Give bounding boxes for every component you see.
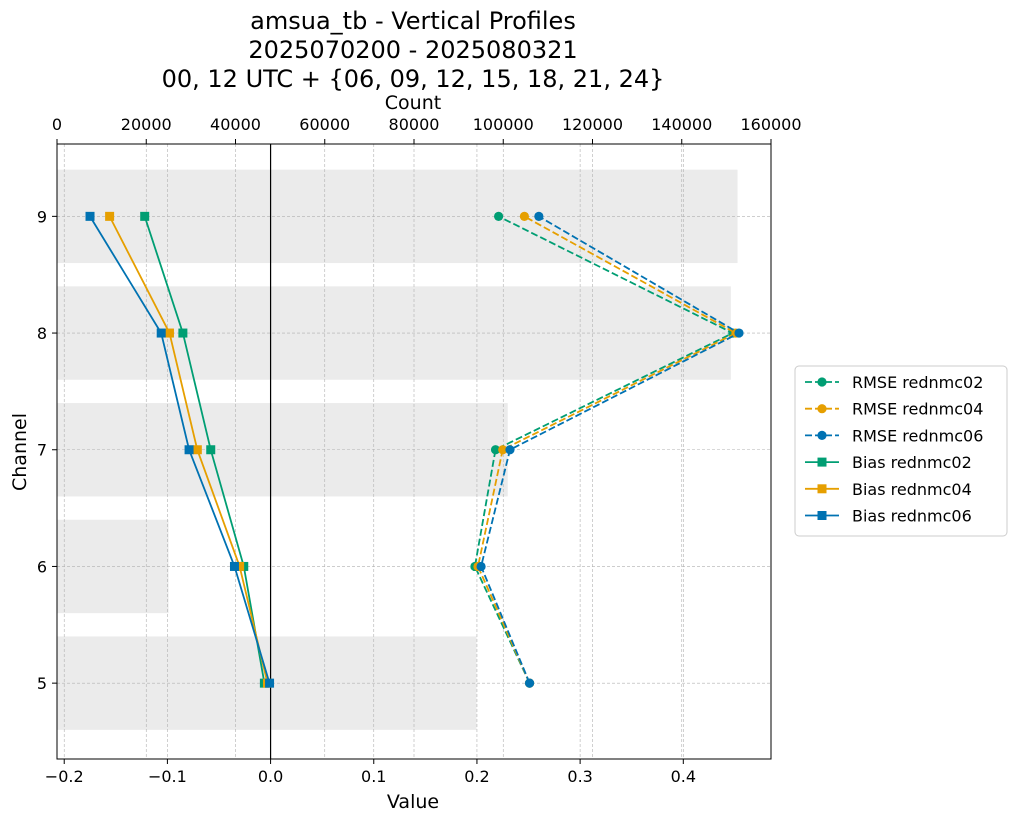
data-point <box>192 445 202 455</box>
legend-label: Bias rednmc02 <box>852 453 972 472</box>
data-point <box>476 561 486 572</box>
legend-marker <box>817 377 827 387</box>
data-point <box>235 561 245 571</box>
y-tick-label: 8 <box>37 324 47 343</box>
x-tick-label: −0.1 <box>148 767 187 786</box>
top-axis-label: Count <box>385 92 441 114</box>
y-tick-label: 9 <box>37 207 47 226</box>
legend-label: Bias rednmc06 <box>852 507 972 526</box>
legend-marker <box>817 457 827 467</box>
data-point <box>105 211 115 221</box>
title-line-2: 2025070200 - 2025080321 <box>248 36 577 64</box>
y-tick-label: 5 <box>37 674 47 693</box>
top-count-axis: 0 20000 40000 60000 80000 100000 120000 140000 1… <box>52 115 802 144</box>
data-point <box>178 328 188 338</box>
legend-entry: Bias rednmc02 <box>805 453 972 472</box>
legend-entry: RMSE rednmc06 <box>805 426 983 445</box>
x-tick-label: 0.4 <box>671 767 696 786</box>
count-tick-label: 40000 <box>210 115 261 134</box>
data-point <box>229 561 239 571</box>
x-axis-label: Value <box>387 791 439 813</box>
data-point <box>494 211 504 221</box>
legend-entry: Bias rednmc04 <box>805 480 972 499</box>
count-tick-label: 0 <box>52 115 62 134</box>
x-tick-label: −0.2 <box>45 767 84 786</box>
y-axis-label: Channel <box>9 413 31 491</box>
legend-entry: RMSE rednmc02 <box>805 373 983 392</box>
data-point <box>498 445 508 455</box>
x-tick-label: 0.3 <box>567 767 592 786</box>
y-axis: 5 6 7 8 9 <box>37 207 57 693</box>
data-point <box>164 328 174 338</box>
x-tick-label: 0.1 <box>361 767 386 786</box>
legend-label: RMSE rednmc02 <box>852 373 983 392</box>
data-point <box>85 211 95 221</box>
y-tick-label: 7 <box>37 441 47 460</box>
legend-box <box>794 365 1008 537</box>
legend-marker <box>817 484 827 494</box>
series-layer <box>85 211 744 688</box>
count-tick-label: 120000 <box>562 115 623 134</box>
data-point <box>156 328 166 338</box>
data-point <box>265 678 275 688</box>
legend-label: Bias rednmc04 <box>852 480 972 499</box>
data-point <box>505 445 515 455</box>
count-tick-label: 160000 <box>740 115 801 134</box>
data-point <box>519 211 530 221</box>
chart-title: amsua_tb - Vertical Profiles 2025070200 … <box>162 7 665 93</box>
x-tick-label: 0.0 <box>258 767 283 786</box>
data-point <box>140 211 150 221</box>
title-line-1: amsua_tb - Vertical Profiles <box>250 7 576 35</box>
legend-marker <box>817 511 827 520</box>
x-tick-label: 0.2 <box>464 767 489 786</box>
count-tick-label: 140000 <box>651 115 712 134</box>
series-bias-rednmc06 <box>85 211 275 688</box>
legend-marker <box>817 404 827 414</box>
legend-label: RMSE rednmc04 <box>852 400 983 419</box>
x-axis: −0.2 −0.1 0.0 0.1 0.2 0.3 0.4 <box>45 759 696 786</box>
data-point <box>734 328 744 338</box>
data-point <box>534 211 544 221</box>
legend-entry: RMSE rednmc04 <box>805 400 983 419</box>
title-line-3: 00, 12 UTC + {06, 09, 12, 15, 18, 21, 24… <box>162 65 665 93</box>
data-point <box>490 445 501 455</box>
data-point <box>524 678 535 688</box>
series-line <box>473 215 735 684</box>
legend-marker <box>817 430 827 440</box>
legend: RMSE rednmc02 RMSE rednmc04 RMSE rednmc06 B… <box>794 365 1008 537</box>
data-point <box>184 445 194 455</box>
count-tick-label: 60000 <box>299 115 350 134</box>
count-tick-label: 20000 <box>121 115 172 134</box>
y-tick-label: 6 <box>37 557 47 576</box>
series-rmse-rednmc06 <box>476 211 744 688</box>
count-tick-label: 100000 <box>473 115 534 134</box>
count-tick-label: 80000 <box>389 115 440 134</box>
legend-label: RMSE rednmc06 <box>852 426 983 445</box>
data-point <box>206 445 216 455</box>
legend-entry: Bias rednmc06 <box>805 507 972 526</box>
